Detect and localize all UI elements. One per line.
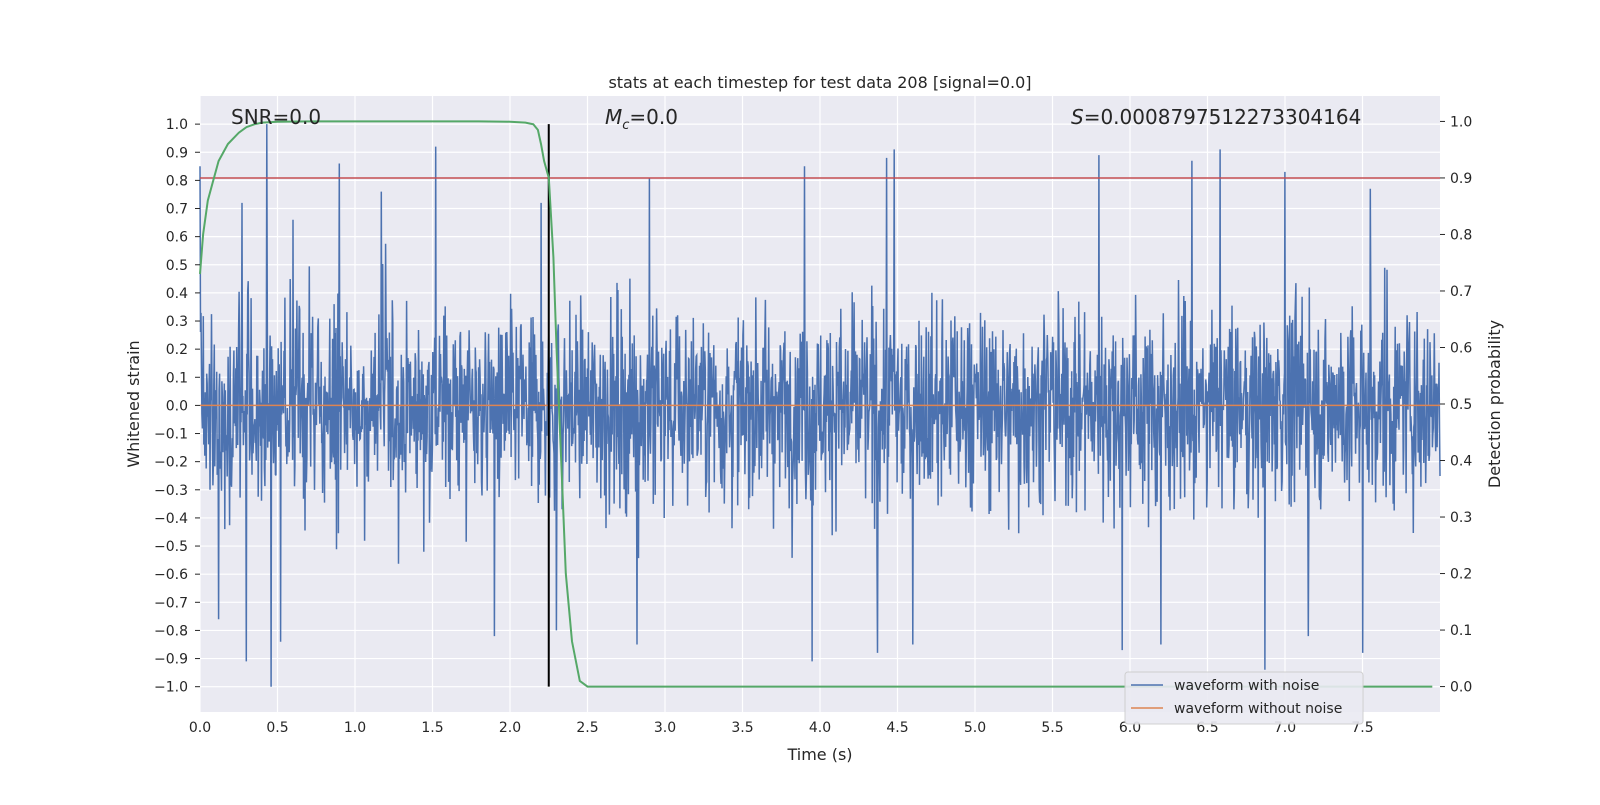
y-left-tick-label: 0.1 [166, 370, 188, 386]
chirp-mass-value: =0.0 [629, 105, 678, 129]
x-axis-ticks: 0.0 0.5 1.0 1.5 2.0 2.5 3.0 3.5 4.0 4.5 5.0 5.5 6.0 6… [189, 720, 1374, 736]
y-right-axis-label: Detection probability [1485, 320, 1504, 488]
legend-box [1124, 671, 1364, 725]
chirp-mass-annotation: Mc=0.0 [605, 105, 678, 133]
y-right-tick-label: 0.6 [1450, 340, 1472, 356]
chart-title: stats at each timestep for test data 208… [608, 73, 1031, 92]
y-right-tick-label: 0.7 [1450, 284, 1472, 300]
y-left-tick-label: −0.4 [154, 511, 188, 527]
y-right-axis-ticks: 1.0 0.9 0.8 0.7 0.6 0.5 0.4 0.3 0.2 0.1 0.0 [1440, 114, 1472, 696]
y-left-tick-label: −0.7 [154, 595, 188, 611]
s-annotation: S=0.0008797512273304164 [1071, 105, 1361, 129]
y-right-tick-label: 0.9 [1450, 171, 1472, 187]
x-tick-label: 1.5 [421, 720, 443, 736]
y-left-tick-label: −0.1 [154, 427, 188, 443]
x-tick-label: 4.5 [886, 720, 908, 736]
legend-label-clean: waveform without noise [1174, 701, 1342, 717]
y-left-tick-label: 0.7 [166, 202, 188, 218]
x-tick-label: 2.0 [499, 720, 521, 736]
y-left-tick-label: 0.2 [166, 342, 188, 358]
snr-annotation: SNR=0.0 [231, 105, 321, 129]
y-left-tick-label: 0.0 [166, 398, 188, 414]
y-left-tick-label: 0.6 [166, 230, 188, 246]
x-tick-label: 3.5 [731, 720, 753, 736]
x-tick-label: 2.5 [576, 720, 598, 736]
x-tick-label: 4.0 [809, 720, 831, 736]
chirp-mass-subscript: c [622, 118, 629, 133]
y-left-tick-label: 0.8 [166, 173, 188, 189]
y-left-tick-label: −1.0 [154, 680, 188, 696]
y-right-tick-label: 0.2 [1450, 567, 1472, 583]
y-left-tick-label: 0.3 [166, 314, 188, 330]
y-right-tick-label: 1.0 [1450, 114, 1472, 130]
x-axis-label: Time (s) [786, 745, 852, 764]
y-left-tick-label: 0.4 [166, 286, 188, 302]
y-left-tick-label: −0.6 [154, 567, 188, 583]
y-right-tick-label: 0.4 [1450, 454, 1472, 470]
s-symbol: S [1071, 105, 1084, 129]
y-right-tick-label: 0.0 [1450, 680, 1472, 696]
series-waveform-with-noise [199, 124, 1441, 687]
x-tick-label: 0.0 [189, 720, 211, 736]
y-right-tick-label: 0.5 [1450, 397, 1472, 413]
y-right-tick-label: 0.1 [1450, 623, 1472, 639]
y-left-tick-label: −0.8 [154, 623, 188, 639]
y-left-axis-ticks: 1.0 0.9 0.8 0.7 0.6 0.5 0.4 0.3 0.2 0.1 0.0 −0.1 −0.… [154, 117, 200, 696]
y-left-axis-label: Whitened strain [124, 340, 143, 467]
chirp-mass-symbol: M [605, 105, 622, 129]
probability-line [199, 120, 1433, 688]
x-tick-label: 1.0 [344, 720, 366, 736]
y-left-tick-label: 0.5 [166, 258, 188, 274]
y-right-tick-label: 0.3 [1450, 510, 1472, 526]
noise-line [199, 124, 1441, 687]
y-left-tick-label: −0.5 [154, 539, 188, 555]
x-tick-label: 3.0 [654, 720, 676, 736]
y-left-tick-label: 1.0 [166, 117, 188, 133]
s-value: =0.0008797512273304164 [1084, 105, 1362, 129]
series-detection-probability [199, 120, 1433, 688]
x-tick-label: 5.0 [964, 720, 986, 736]
x-tick-label: 0.5 [266, 720, 288, 736]
y-left-tick-label: 0.9 [166, 145, 188, 161]
y-left-tick-label: −0.3 [154, 483, 188, 499]
y-right-tick-label: 0.8 [1450, 227, 1472, 243]
y-left-tick-label: −0.2 [154, 455, 188, 471]
legend: waveform with noise waveform without noi… [1124, 671, 1364, 725]
y-left-tick-label: −0.9 [154, 652, 188, 668]
legend-label-noise: waveform with noise [1174, 678, 1319, 694]
x-tick-label: 5.5 [1041, 720, 1063, 736]
